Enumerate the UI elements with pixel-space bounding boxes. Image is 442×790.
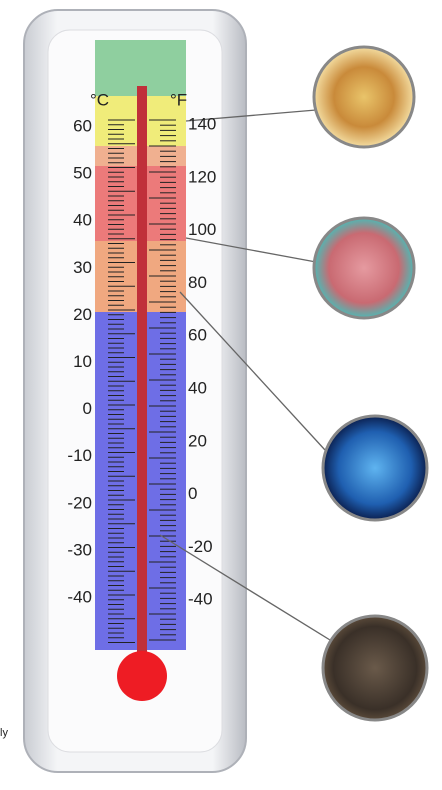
footnote: ly (0, 727, 8, 739)
fahrenheit-label: 0 (188, 484, 197, 503)
celsius-label: 0 (83, 399, 92, 418)
photo-food-mold (314, 47, 414, 147)
celsius-label: 50 (73, 164, 92, 183)
celsius-label: 40 (73, 211, 92, 230)
fahrenheit-label: 40 (188, 378, 207, 397)
celsius-label: 20 (73, 305, 92, 324)
photo-bacteria-flagella (323, 616, 427, 720)
celsius-label: 30 (73, 258, 92, 277)
celsius-label: 60 (73, 116, 92, 135)
fahrenheit-label: 120 (188, 167, 216, 186)
fahrenheit-label: 80 (188, 273, 207, 292)
thermometer-illustration: °C °F ly 6050403020100-10-20-30-40140120… (0, 0, 442, 785)
celsius-label: -10 (67, 446, 92, 465)
fahrenheit-label: 60 (188, 326, 207, 345)
celsius-label: -20 (67, 493, 92, 512)
page: °C °F ly 6050403020100-10-20-30-40140120… (0, 0, 442, 785)
celsius-unit: °C (90, 90, 109, 109)
fahrenheit-label: -40 (188, 590, 213, 609)
fahrenheit-unit: °F (170, 90, 187, 109)
tube (137, 86, 147, 656)
bulb (117, 651, 167, 701)
celsius-label: 10 (73, 352, 92, 371)
fahrenheit-label: 140 (188, 114, 216, 133)
photo-bacteria-red (314, 218, 414, 318)
fahrenheit-label: 20 (188, 431, 207, 450)
celsius-label: -40 (67, 587, 92, 606)
fahrenheit-label: -20 (188, 537, 213, 556)
fahrenheit-label: 100 (188, 220, 216, 239)
celsius-label: -30 (67, 540, 92, 559)
photo-bacteria-blue (323, 416, 427, 520)
